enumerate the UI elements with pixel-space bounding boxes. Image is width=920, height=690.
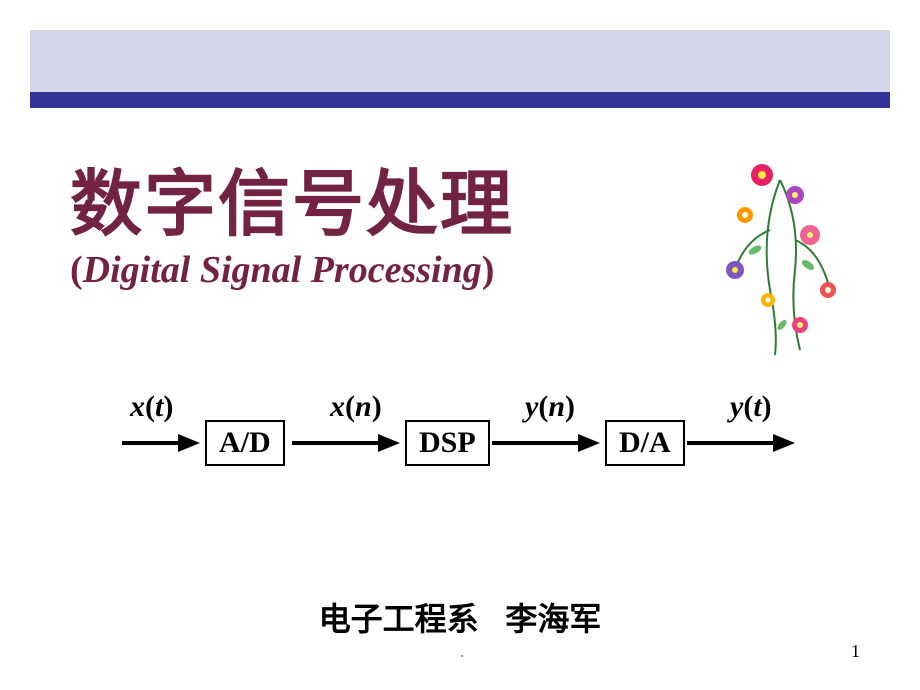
box-ad: A/D — [205, 420, 285, 466]
arrow-yt — [685, 428, 795, 458]
label-xt: x(t) — [130, 390, 173, 424]
header-bar-lower — [30, 92, 890, 108]
title-chinese: 数字信号处理 — [70, 145, 514, 250]
arrow-yn — [490, 428, 600, 458]
box-da: D/A — [605, 420, 685, 466]
flower-decoration-icon — [700, 140, 860, 360]
title-english: (Digital Signal Processing) — [70, 248, 494, 292]
footer-dot: . — [460, 641, 465, 662]
label-xn: x(n) — [330, 390, 382, 424]
label-yn: y(n) — [525, 390, 575, 424]
footer-author: 电子工程系 李海军 — [0, 594, 920, 640]
arrow-xt — [120, 428, 200, 458]
header-bar — [0, 0, 920, 108]
label-yt: y(t) — [730, 390, 772, 424]
page-number: 1 — [851, 641, 860, 662]
footer-dept: 电子工程系 — [319, 601, 479, 637]
footer-name: 李海军 — [505, 601, 601, 637]
title-paren-open: ( — [70, 249, 83, 291]
arrow-xn — [290, 428, 400, 458]
box-dsp: DSP — [405, 420, 490, 466]
header-bar-upper — [30, 30, 890, 92]
title-english-text: Digital Signal Processing — [83, 249, 482, 291]
title-paren-close: ) — [482, 249, 495, 291]
signal-flow-diagram: x(t) A/D x(n) DSP y(n) D/A y(t) — [120, 390, 830, 490]
